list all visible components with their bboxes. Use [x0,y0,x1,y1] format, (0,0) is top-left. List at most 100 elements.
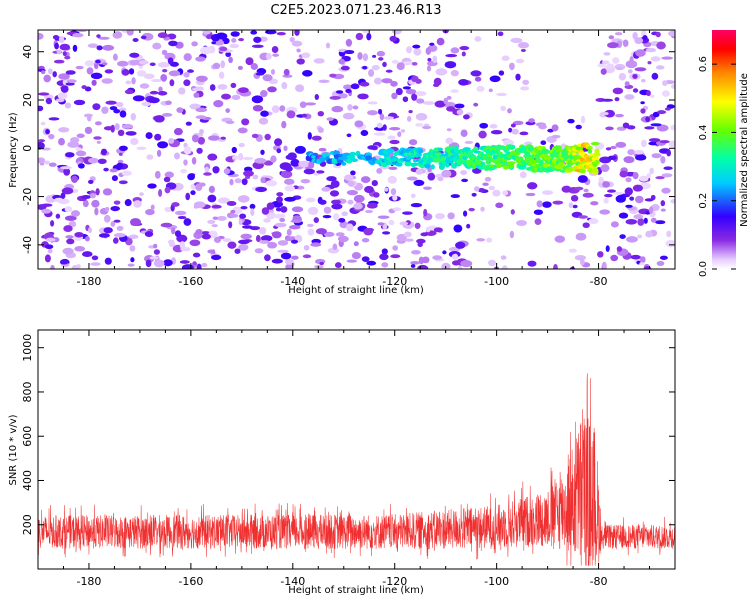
spectrogram-cell [222,238,232,242]
spectrogram-cell [164,186,171,194]
spectrogram-cell [643,217,648,224]
spectrogram-cell [136,146,147,150]
spectrogram-cell [517,42,530,49]
spectrogram-cell [411,93,418,101]
spectrogram-cell [118,180,128,185]
spectrogram-cell [411,162,419,167]
spectrogram-cell [311,154,316,159]
spectrogram-cell [112,53,118,61]
spectrogram-cell [353,194,365,203]
spectrogram-cell [44,244,54,250]
spectrogram-cell [343,84,353,90]
spectrogram-cell [81,194,92,200]
spectrogram-cell [435,68,448,76]
spectrogram-cell [489,124,498,129]
spectrogram-cell [60,259,69,265]
spectrogram-cell [75,30,88,33]
spectrogram-cell [608,35,615,40]
spectrogram-cell [444,162,450,168]
spectrogram-cell [496,92,508,97]
spectrogram-cell [147,183,157,189]
spectrogram-cell [265,53,272,60]
spectrogram-cell [601,98,614,102]
spectrogram-cell [279,105,286,112]
spectrogram-cell [395,162,403,167]
spectrogram-cell [183,79,191,87]
spectrogram-cell [600,68,607,75]
spectrogram-cell [191,41,198,47]
spectrogram-cell [183,53,192,62]
spectrogram-cell [645,230,653,238]
spectrogram-cell [289,224,301,230]
spectrogram-cell [456,109,464,115]
spectrogram-cell [92,103,101,111]
snr-frame [37,329,676,570]
spectrogram-cell [177,215,187,220]
spectrogram-cell [84,60,95,67]
spectrogram-cell [634,67,647,72]
spectrogram-cell [65,82,75,86]
spectrogram-cell [126,30,134,36]
spectrogram-cell [426,65,432,72]
spectrogram-cell [243,170,254,177]
spectrogram-cell [605,126,614,131]
spectrogram-cell [61,187,74,195]
spectrogram-cell [185,121,192,126]
spectrogram-cell [634,149,644,155]
spectrogram-cell [195,115,207,120]
spectrogram-cell [254,248,264,254]
spectrogram-cell [76,133,85,139]
spectrogram-cell [270,69,276,75]
spectrogram-cell [307,206,319,215]
spectrogram-cell [238,219,243,226]
spectrogram-cell [502,190,509,196]
spectrogram-cell [488,88,493,93]
spectrogram-cell [179,241,186,249]
spectrogram-cell [191,134,200,143]
spectrogram-cell [445,137,454,145]
spectrogram-cell [614,32,623,36]
spectrogram-cell [160,222,173,228]
spectrogram-cell [467,150,474,155]
spectrogram-cell [661,173,673,178]
spectrogram-cell [633,214,644,220]
spectrogram-cell [189,103,201,110]
spectrogram-cell [238,239,250,245]
spectrogram-cell [516,220,527,226]
spectrogram-cell [624,187,633,196]
spectrogram-cell [424,163,431,169]
spectrogram-cell [381,78,393,84]
spectrogram-cell [632,88,639,93]
spectrogram-cell [392,194,398,201]
spectrogram-cell [430,164,435,170]
spectrogram-cell [40,121,46,126]
spectrogram-cell [62,51,67,57]
spectrogram-cell [311,135,322,141]
spectrogram-cell [290,158,300,167]
spectrogram-cell [416,98,425,104]
spectrogram-cell [64,102,72,109]
spectrogram-cell [162,259,173,267]
spectrogram-cell [253,36,262,43]
spectrogram-cell [121,123,134,129]
spectrogram-cell [351,252,361,260]
spectrogram-cell [474,186,480,192]
spectrogram-cell [160,74,168,82]
spectrogram-cell [304,102,316,106]
spectrogram-cell [627,149,635,156]
spectrogram-cell [265,180,278,187]
y-tick-label: 200 [21,514,34,535]
spectrogram-cell [283,145,288,152]
spectrogram-cell [191,87,204,92]
spectrogram-cell [58,127,70,133]
spectrogram-cell [70,210,81,217]
spectrogram-cell [502,161,507,167]
spectrogram-cell [466,223,471,229]
y-tick-label: 400 [21,470,34,491]
spectrogram-cell [321,186,331,192]
spectrogram-cell [281,82,288,90]
spectrogram-cell [41,203,53,207]
spectrogram-cell [262,74,273,82]
spectrogram-cell [606,63,614,70]
spectrogram-cell [651,203,660,212]
